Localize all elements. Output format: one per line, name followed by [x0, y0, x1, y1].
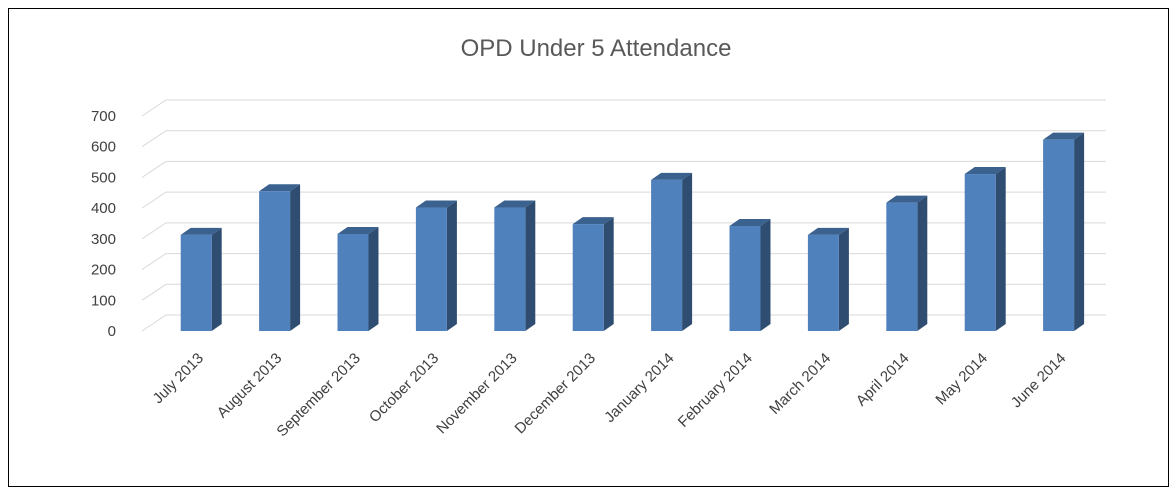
- bar-top: [886, 195, 928, 203]
- y-tick-label: 500: [91, 169, 116, 186]
- x-tick-label: March 2014: [766, 350, 834, 418]
- y-tick-label: 300: [91, 231, 116, 248]
- bar-front: [337, 233, 369, 331]
- bar: [494, 200, 536, 331]
- x-tick-label: June 2014: [1008, 350, 1070, 412]
- bar-front: [494, 207, 526, 331]
- bar-front: [886, 202, 918, 331]
- bar: [807, 227, 849, 331]
- bar-top: [964, 167, 1006, 175]
- bar-top: [259, 184, 301, 192]
- bar-side: [368, 226, 379, 331]
- bar-side: [995, 167, 1006, 331]
- bar-side: [760, 218, 771, 331]
- bar-top: [1043, 132, 1085, 140]
- x-tick-label: September 2013: [273, 350, 363, 440]
- grid-line: [141, 222, 1106, 240]
- bar-top: [415, 200, 457, 208]
- bar: [886, 195, 928, 331]
- x-tick-label: August 2013: [214, 350, 286, 422]
- y-tick-label: 0: [108, 323, 116, 340]
- bar-front: [807, 234, 839, 331]
- x-tick-label: May 2014: [932, 350, 991, 409]
- x-tick-label: November 2013: [433, 350, 520, 437]
- grid-line: [141, 314, 1106, 332]
- bar-front: [651, 179, 683, 331]
- grid-line: [141, 191, 1106, 209]
- x-tick-label: February 2014: [675, 350, 756, 431]
- bar-front: [1043, 139, 1075, 331]
- bar-top: [572, 217, 614, 225]
- y-tick-label: 200: [91, 262, 116, 279]
- bar-top: [807, 227, 849, 235]
- grid-line: [141, 160, 1106, 178]
- bar-side: [838, 227, 849, 331]
- x-tick-label: April 2014: [853, 350, 913, 410]
- bar-front: [259, 191, 291, 331]
- bar-top: [180, 227, 222, 235]
- y-tick-label: 700: [91, 108, 116, 125]
- grid-line: [141, 130, 1106, 148]
- x-tick-label: December 2013: [512, 350, 599, 437]
- bar: [651, 172, 693, 331]
- bar-front: [415, 207, 447, 331]
- bar-front: [964, 174, 996, 331]
- bar: [259, 184, 301, 331]
- bar-front: [572, 224, 604, 331]
- x-tick-label: October 2013: [366, 350, 442, 426]
- bar: [964, 167, 1006, 331]
- grid-line: [141, 253, 1106, 270]
- y-tick-label: 600: [91, 139, 116, 156]
- bar-side: [525, 200, 536, 331]
- bar: [1043, 132, 1085, 331]
- bar-side: [446, 200, 457, 331]
- bar-side: [1074, 132, 1085, 331]
- bar-front: [729, 225, 761, 331]
- y-tick-label: 100: [91, 292, 116, 309]
- grid-line: [141, 283, 1106, 301]
- bar-top: [494, 200, 536, 208]
- bar-side: [682, 172, 693, 331]
- bar-side: [211, 227, 222, 331]
- bar-top: [651, 172, 693, 180]
- grid-line: [141, 99, 1106, 117]
- x-tick-label: January 2014: [601, 350, 677, 426]
- y-tick-label: 400: [91, 200, 116, 217]
- bar: [572, 217, 614, 331]
- bar: [415, 200, 457, 331]
- bar: [729, 218, 771, 331]
- bar: [337, 226, 379, 331]
- bar-side: [290, 184, 301, 331]
- bar-top: [337, 226, 379, 234]
- chart-frame: [8, 8, 1169, 487]
- bar-top: [729, 218, 771, 226]
- bar: [180, 227, 222, 331]
- x-tick-label: July 2013: [150, 350, 207, 407]
- bar-side: [603, 217, 614, 331]
- bar-side: [917, 195, 928, 331]
- chart-title: OPD Under 5 Attendance: [461, 35, 732, 62]
- bar-front: [180, 234, 212, 331]
